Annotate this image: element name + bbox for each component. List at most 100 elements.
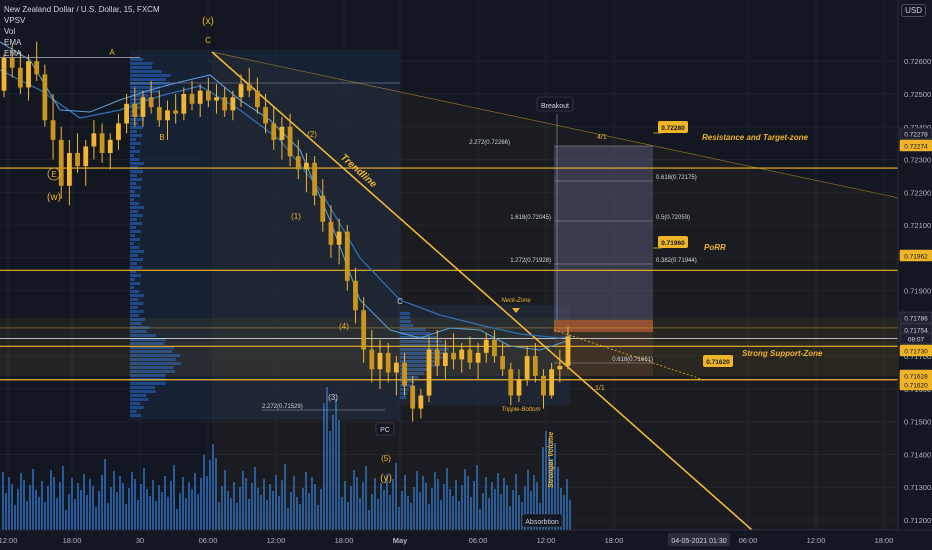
volume-profile-bar [130, 130, 138, 133]
volume-profile-bar [130, 374, 166, 377]
candle-body [377, 352, 383, 370]
volume-bar [494, 489, 496, 530]
volume-bar [422, 476, 424, 530]
volume-profile-bar [130, 294, 145, 297]
volume-bar [23, 480, 25, 530]
volume-bar [290, 492, 292, 530]
volume-profile-bar [130, 366, 174, 369]
volume-bar [455, 480, 457, 530]
volume-profile-bar [400, 340, 443, 343]
volume-bar [272, 491, 274, 530]
volume-bar [293, 476, 295, 530]
volume-bar [80, 490, 82, 530]
volume-profile-bar [130, 330, 147, 333]
volume-profile-bar [130, 198, 134, 201]
volume-profile-bar [130, 134, 143, 137]
volume-bar [38, 497, 40, 530]
candle-body [418, 395, 424, 409]
price-tag-box [899, 332, 932, 345]
volume-bar [131, 472, 133, 530]
candle-body [565, 336, 571, 366]
volume-bar [374, 478, 376, 530]
volume-bar [119, 476, 121, 530]
indicator-ema-2[interactable]: EMA [4, 49, 22, 58]
volume-bar [188, 482, 190, 530]
volume-bar [506, 485, 508, 530]
price-tag-label: 0.71620 [904, 383, 928, 390]
volume-bar [287, 508, 289, 530]
volume-bar [386, 474, 388, 530]
price-tag-box [899, 249, 932, 262]
wave-label-1: (1) [291, 212, 301, 221]
volume-profile-bar [130, 58, 144, 61]
volume-profile-bar [130, 358, 176, 361]
volume-bar [557, 467, 559, 530]
volume-bar [320, 489, 322, 530]
volume-profile-bar [130, 414, 141, 417]
volume-bar [443, 484, 445, 530]
volume-profile-bar [130, 286, 135, 289]
volume-bar [89, 479, 91, 530]
volume-bar [305, 472, 307, 530]
volume-bar [257, 488, 259, 530]
wave-label-y: (y) [380, 473, 392, 484]
ratio-1-1: 1/1 [595, 385, 605, 392]
volume-profile-bar [130, 306, 138, 309]
volume-bar [335, 399, 337, 530]
volume-bar [431, 488, 433, 530]
price-tag-label: 0.72274 [904, 144, 928, 151]
indicator-ema-1[interactable]: EMA [4, 38, 22, 47]
volume-bar [125, 504, 127, 530]
candle-body [532, 356, 538, 376]
candle-body [197, 90, 203, 104]
volume-profile-bar [130, 346, 175, 349]
candle-body [263, 107, 268, 124]
absorbtion-box [521, 513, 563, 528]
tag-72280-box [658, 121, 688, 133]
indicator-vpsv[interactable]: VPSV [4, 16, 26, 25]
pc-label-box [375, 422, 395, 436]
volume-bar [497, 473, 499, 530]
volume-profile-bar [400, 396, 407, 399]
candle-body [344, 231, 350, 281]
volume-bar [500, 494, 502, 530]
price-tick-label: 0.71700 [904, 352, 931, 361]
wave-label-x: (x) [202, 16, 214, 27]
main-trendline [211, 51, 753, 531]
support-zone-label: Strong Support-Zone [742, 349, 823, 358]
symbol-title: New Zealand Dollar / U.S. Dollar, 15, FX… [4, 5, 160, 14]
price-tick-label: 0.72300 [904, 156, 931, 165]
price-tag-box [899, 139, 932, 152]
candle-body [156, 107, 162, 121]
volume-profile-bar [130, 406, 144, 409]
volume-bar [461, 485, 463, 530]
volume-bar [110, 487, 112, 530]
volume-bar [203, 455, 205, 530]
volume-profile-bar [130, 398, 149, 401]
candle-body [238, 84, 244, 98]
candle-body [549, 369, 555, 396]
volume-bar [404, 475, 406, 530]
candle-body [99, 133, 105, 153]
volume-bar [212, 444, 214, 530]
wave-label-3: (3) [328, 393, 338, 402]
volume-bar [227, 491, 229, 530]
fib-level-label: 1.618(0.72045) [510, 215, 551, 221]
candle-body [353, 280, 358, 311]
price-tag-label: 0.71628 [904, 374, 928, 381]
candle-body [116, 123, 121, 140]
volume-profile-bar [130, 298, 139, 301]
currency-button[interactable]: USD [901, 4, 926, 17]
candle-body [442, 352, 448, 366]
volume-bar [218, 502, 220, 530]
candle-body [246, 84, 252, 91]
price-tag-box [899, 127, 932, 140]
volume-bar [170, 481, 172, 530]
volume-bar [359, 498, 361, 530]
volume-bar [365, 466, 367, 530]
volume-bar [95, 507, 97, 530]
indicator-vol[interactable]: Vol [4, 27, 16, 36]
volume-profile-bar [130, 158, 139, 161]
volume-profile-bar [130, 126, 144, 129]
